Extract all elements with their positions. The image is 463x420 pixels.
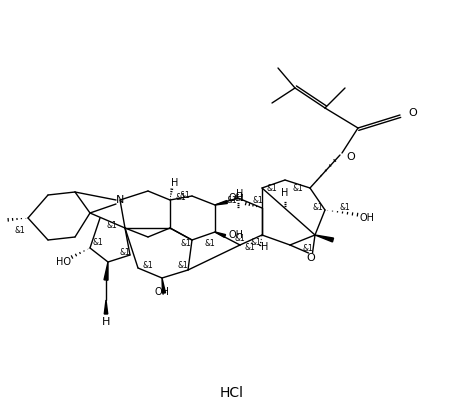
- Text: OH: OH: [228, 193, 243, 203]
- Text: &1: &1: [253, 195, 263, 205]
- Text: &1: &1: [250, 237, 262, 247]
- Text: &1: &1: [15, 226, 25, 234]
- Text: HCl: HCl: [220, 386, 244, 400]
- Text: &1: &1: [235, 234, 245, 242]
- Text: &1: &1: [313, 202, 323, 212]
- Text: H: H: [261, 242, 269, 252]
- Text: &1: &1: [119, 247, 131, 257]
- Text: &1: &1: [226, 195, 238, 205]
- Text: &1: &1: [267, 184, 277, 192]
- Text: O: O: [408, 108, 417, 118]
- Text: H: H: [236, 189, 244, 199]
- Text: O: O: [306, 253, 315, 263]
- Text: &1: &1: [205, 239, 215, 247]
- Text: OH: OH: [228, 230, 243, 240]
- Text: &1: &1: [244, 242, 256, 252]
- Polygon shape: [315, 235, 333, 242]
- Polygon shape: [215, 232, 225, 237]
- Text: &1: &1: [175, 192, 187, 202]
- Polygon shape: [104, 262, 108, 280]
- Text: N: N: [116, 195, 124, 205]
- Text: H: H: [282, 188, 289, 198]
- Text: &1: &1: [340, 202, 350, 212]
- Text: &1: &1: [303, 244, 313, 252]
- Text: &1: &1: [106, 220, 118, 229]
- Text: H: H: [171, 178, 179, 188]
- Text: HO: HO: [56, 257, 70, 267]
- Text: &1: &1: [293, 184, 303, 192]
- Polygon shape: [215, 200, 227, 205]
- Text: &1: &1: [93, 237, 103, 247]
- Text: OH: OH: [360, 213, 375, 223]
- Text: &1: &1: [180, 191, 190, 200]
- Polygon shape: [162, 278, 165, 293]
- Text: &1: &1: [235, 194, 245, 202]
- Text: H: H: [102, 317, 110, 327]
- Text: &1: &1: [143, 260, 153, 270]
- Text: &1: &1: [178, 260, 188, 270]
- Polygon shape: [104, 300, 108, 314]
- Text: OH: OH: [155, 287, 169, 297]
- Text: &1: &1: [181, 239, 191, 247]
- Text: O: O: [346, 152, 355, 162]
